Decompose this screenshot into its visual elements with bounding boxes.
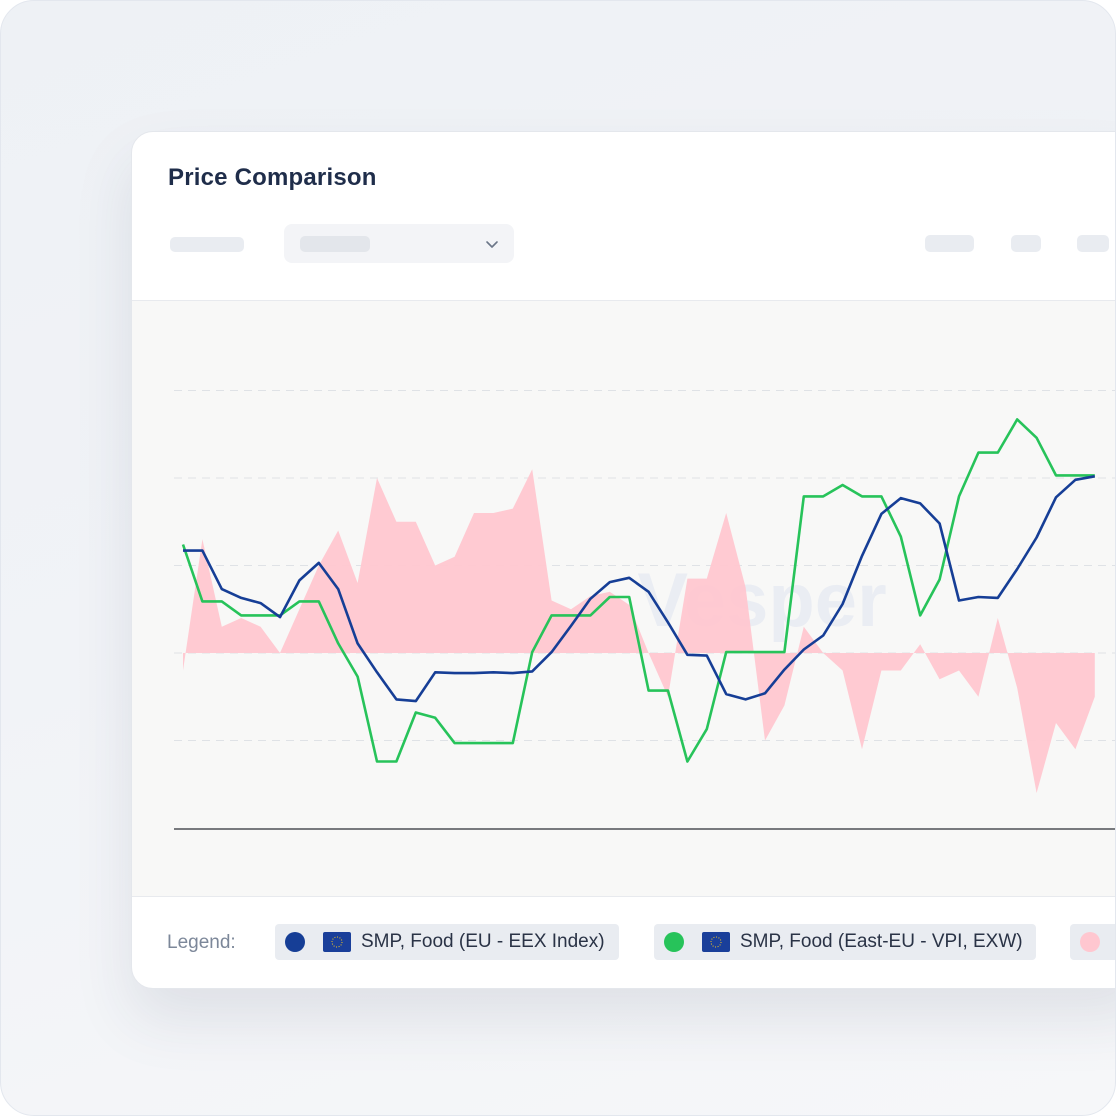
series-east-eu-vpi-line — [181, 418, 1095, 763]
legend-item-spread[interactable] — [1070, 924, 1115, 960]
card-title: Price Comparison — [168, 164, 377, 191]
toolbar-placeholder-3[interactable] — [1077, 235, 1109, 252]
legend-label: Legend: — [167, 932, 236, 953]
toolbar-placeholder-2[interactable] — [1011, 235, 1041, 252]
watermark-text: Vesper — [637, 558, 886, 643]
eu-flag-icon — [702, 932, 730, 952]
series-color-dot — [1080, 932, 1100, 952]
series-eu-eex-line — [183, 475, 1096, 703]
legend-item-label: SMP, Food (EU - EEX Index) — [361, 931, 605, 952]
series-spread-area — [183, 469, 1095, 793]
chart-area: Vesper — [132, 300, 1115, 897]
dropdown-value-placeholder — [300, 236, 370, 252]
legend: Legend: SMP, Food (EU - EEX Index) SMP, … — [132, 896, 1115, 988]
legend-item-label: SMP, Food (East-EU - VPI, EXW) — [740, 931, 1023, 952]
price-comparison-card: Price Comparison Vesper Legend: — [131, 131, 1115, 989]
legend-item-eu-eex[interactable]: SMP, Food (EU - EEX Index) — [275, 924, 619, 960]
series-color-dot — [285, 932, 305, 952]
toolbar-placeholder-1[interactable] — [925, 235, 974, 252]
legend-item-east-eu-vpi[interactable]: SMP, Food (East-EU - VPI, EXW) — [654, 924, 1036, 960]
chevron-down-icon — [486, 241, 498, 248]
line-chart: Vesper — [174, 390, 1115, 830]
eu-flag-icon — [323, 932, 351, 952]
filter-dropdown[interactable] — [284, 224, 514, 263]
series-color-dot — [664, 932, 684, 952]
filter-label-placeholder — [170, 237, 244, 252]
